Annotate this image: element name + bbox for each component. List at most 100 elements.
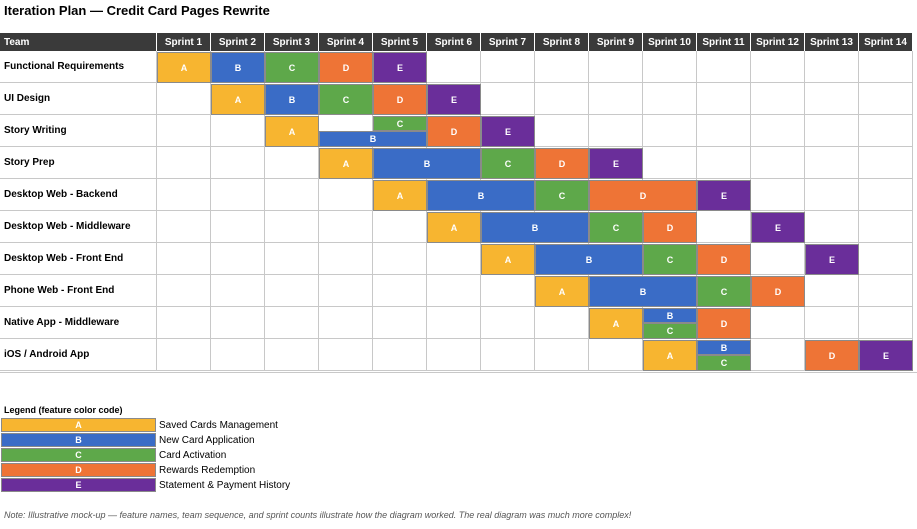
grid-cell (211, 211, 265, 243)
legend-swatch-b: B (1, 433, 156, 447)
feature-block-a: A (427, 212, 481, 243)
grid-cell (319, 179, 373, 211)
grid-cell (211, 307, 265, 339)
team-label: Functional Requirements (0, 51, 157, 83)
grid-cell (157, 211, 211, 243)
team-label: Story Prep (0, 147, 157, 179)
grid-cell (751, 51, 805, 83)
grid-cell (697, 147, 751, 179)
header-sprint-1: Sprint 1 (157, 33, 211, 51)
header-sprint-2: Sprint 2 (211, 33, 265, 51)
legend-label: Saved Cards Management (159, 419, 278, 431)
grid-cell (805, 179, 859, 211)
legend-swatch-e: E (1, 478, 156, 492)
grid-cell (751, 339, 805, 371)
grid-cell (265, 211, 319, 243)
grid-cell (751, 243, 805, 275)
feature-block-b: B (535, 244, 643, 275)
header-sprint-5: Sprint 5 (373, 33, 427, 51)
grid-cell (697, 115, 751, 147)
grid-cell (427, 275, 481, 307)
feature-block-b: B (265, 84, 319, 115)
team-label: iOS / Android App (0, 339, 157, 371)
header-team: Team (0, 33, 157, 51)
grid-cell (805, 147, 859, 179)
legend-label: Statement & Payment History (159, 479, 291, 491)
feature-block-a: A (265, 116, 319, 147)
grid-cell (157, 179, 211, 211)
grid-cell (427, 243, 481, 275)
legend-swatch-a: A (1, 418, 156, 432)
grid-cell (481, 307, 535, 339)
grid-cell (535, 51, 589, 83)
feature-block-b: B (643, 308, 697, 323)
grid-cell (643, 115, 697, 147)
grid-cell (427, 307, 481, 339)
grid-cell (157, 339, 211, 371)
feature-block-c: C (481, 148, 535, 179)
grid-cell (481, 83, 535, 115)
grid-cell (589, 51, 643, 83)
header-sprint-7: Sprint 7 (481, 33, 535, 51)
grid-cell (211, 275, 265, 307)
team-label: Desktop Web - Front End (0, 243, 157, 275)
grid-cell (751, 115, 805, 147)
legend-label: New Card Application (159, 434, 255, 446)
grid-cell (481, 339, 535, 371)
team-label: UI Design (0, 83, 157, 115)
header-sprint-9: Sprint 9 (589, 33, 643, 51)
grid-cell (427, 339, 481, 371)
feature-block-e: E (751, 212, 805, 243)
grid-cell (805, 83, 859, 115)
grid-cell (265, 243, 319, 275)
feature-block-a: A (535, 276, 589, 307)
grid-cell (859, 275, 913, 307)
feature-block-a: A (643, 340, 697, 371)
feature-block-d: D (319, 52, 373, 83)
page-title: Iteration Plan — Credit Card Pages Rewri… (4, 3, 270, 18)
legend-label: Card Activation (159, 449, 227, 461)
feature-block-b: B (589, 276, 697, 307)
feature-block-e: E (427, 84, 481, 115)
grid-cell (373, 243, 427, 275)
feature-block-b: B (427, 180, 535, 211)
feature-block-e: E (373, 52, 427, 83)
grid-cell (157, 115, 211, 147)
feature-block-d: D (751, 276, 805, 307)
grid-cell (373, 211, 427, 243)
header-sprint-3: Sprint 3 (265, 33, 319, 51)
feature-block-e: E (589, 148, 643, 179)
feature-block-b: B (373, 148, 481, 179)
legend-swatch-d: D (1, 463, 156, 477)
grid-cell (373, 307, 427, 339)
grid-cell (859, 83, 913, 115)
header-sprint-14: Sprint 14 (859, 33, 913, 51)
feature-block-c: C (535, 180, 589, 211)
feature-block-e: E (859, 340, 913, 371)
grid-cell (751, 307, 805, 339)
header-sprint-4: Sprint 4 (319, 33, 373, 51)
feature-block-c: C (589, 212, 643, 243)
feature-block-d: D (697, 244, 751, 275)
grid-cell (859, 51, 913, 83)
grid-cell (211, 147, 265, 179)
grid-cell (805, 51, 859, 83)
feature-block-a: A (157, 52, 211, 83)
header-sprint-13: Sprint 13 (805, 33, 859, 51)
feature-block-d: D (805, 340, 859, 371)
grid-cell (805, 115, 859, 147)
grid-cell (157, 275, 211, 307)
feature-block-c: C (373, 116, 427, 131)
feature-block-a: A (319, 148, 373, 179)
feature-block-d: D (697, 308, 751, 339)
team-label: Story Writing (0, 115, 157, 147)
grid-cell (157, 307, 211, 339)
team-label: Native App - Middleware (0, 307, 157, 339)
grid-cell (535, 307, 589, 339)
grid-cell (643, 147, 697, 179)
feature-block-c: C (643, 244, 697, 275)
feature-block-b: B (211, 52, 265, 83)
grid-cell (535, 115, 589, 147)
grid-cell (319, 307, 373, 339)
feature-block-a: A (589, 308, 643, 339)
